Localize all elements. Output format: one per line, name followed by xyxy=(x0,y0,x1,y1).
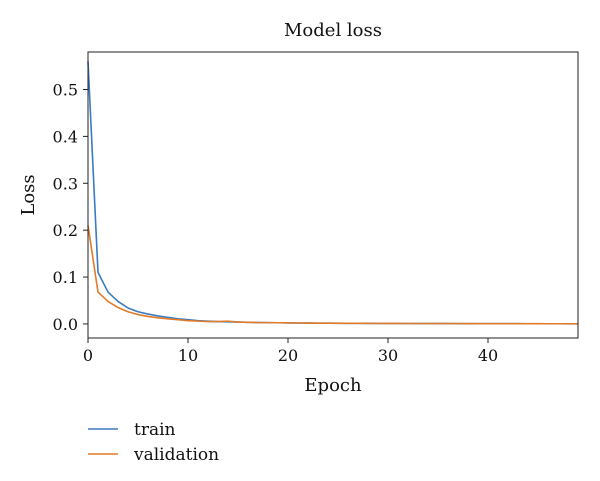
y-tick-label: 0.1 xyxy=(53,268,78,287)
y-tick-label: 0.0 xyxy=(53,315,78,334)
chart-title: Model loss xyxy=(284,20,382,41)
x-tick-label: 0 xyxy=(83,346,93,365)
y-axis-ticks: 0.0 0.1 0.2 0.3 0.4 0.5 xyxy=(53,81,88,334)
series-layer xyxy=(87,61,578,325)
y-tick-label: 0.3 xyxy=(53,174,78,193)
y-tick-label: 0.5 xyxy=(53,81,78,100)
legend-label-validation: validation xyxy=(133,445,219,465)
legend: train validation xyxy=(88,420,219,465)
y-tick-label: 0.2 xyxy=(53,221,78,240)
x-tick-label: 10 xyxy=(178,346,198,365)
y-tick-label: 0.4 xyxy=(53,127,78,146)
x-tick-label: 20 xyxy=(278,346,298,365)
plot-frame xyxy=(87,51,579,339)
series-line-validation xyxy=(87,225,578,325)
y-axis-title: Loss xyxy=(18,174,39,215)
x-tick-label: 40 xyxy=(478,346,498,365)
x-axis-ticks: 0 10 20 30 40 xyxy=(83,338,498,365)
series-line-train xyxy=(87,61,578,325)
legend-label-train: train xyxy=(134,420,176,440)
x-tick-label: 30 xyxy=(378,346,398,365)
x-axis-title: Epoch xyxy=(304,375,362,396)
